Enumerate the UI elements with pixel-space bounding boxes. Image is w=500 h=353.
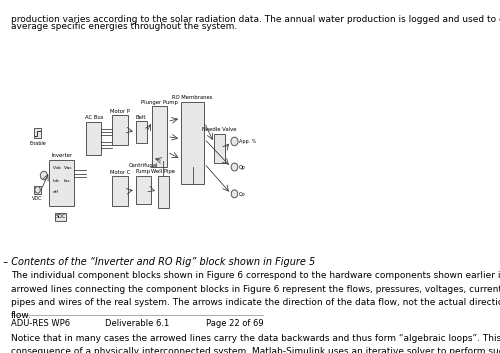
Bar [136, 175, 151, 204]
Bar [158, 175, 168, 208]
Text: Enable: Enable [29, 142, 46, 146]
Text: Plunger Pump: Plunger Pump [142, 100, 178, 104]
Bar [86, 122, 102, 155]
Text: AC Bus: AC Bus [84, 115, 103, 120]
Bar [136, 121, 146, 143]
Text: Centrifugal
Pump: Centrifugal Pump [128, 163, 158, 174]
Text: flow.: flow. [11, 311, 32, 320]
Text: VDC: VDC [32, 196, 43, 202]
Text: Page 22 of 69: Page 22 of 69 [206, 319, 264, 328]
Bar [112, 176, 128, 206]
Bar [34, 128, 41, 138]
Text: Inverter: Inverter [51, 153, 72, 158]
Circle shape [40, 171, 48, 180]
Text: App. %: App. % [240, 139, 256, 144]
Text: Needle Valve: Needle Valve [202, 127, 236, 132]
Text: pipes and wires of the real system. The arrows indicate the direction of the dat: pipes and wires of the real system. The … [11, 298, 500, 307]
Text: arrowed lines connecting the component blocks in Figure 6 represent the flows, p: arrowed lines connecting the component b… [11, 285, 500, 294]
Bar [214, 134, 225, 163]
Text: eff: eff [52, 190, 59, 194]
Text: Qo: Qo [239, 191, 246, 196]
Text: Motor P: Motor P [110, 109, 130, 114]
Bar [55, 213, 66, 221]
Text: Belt: Belt [136, 115, 146, 120]
Text: Idc   Iac: Idc Iac [52, 179, 70, 183]
Text: SOC: SOC [55, 214, 66, 219]
Text: Figure 6 – Contents of the “Inverter and RO Rig” block shown in Figure 5: Figure 6 – Contents of the “Inverter and… [0, 257, 315, 267]
Bar [181, 102, 204, 184]
Text: Deliverable 6.1: Deliverable 6.1 [105, 319, 170, 328]
Bar [34, 186, 41, 194]
Text: consequence of a physically interconnected system. Matlab-Simulink uses an itera: consequence of a physically interconnect… [11, 347, 500, 353]
Circle shape [35, 187, 40, 193]
Text: production varies according to the solar radiation data. The annual water produc: production varies according to the solar… [11, 15, 500, 24]
Circle shape [231, 190, 238, 198]
Bar [112, 115, 128, 145]
Text: Qp: Qp [239, 164, 246, 169]
Bar [152, 106, 168, 167]
Text: The individual component blocks shown in Figure 6 correspond to the hardware com: The individual component blocks shown in… [11, 271, 500, 281]
Text: average specific energies throughout the system.: average specific energies throughout the… [11, 22, 237, 31]
Text: Well Pipe: Well Pipe [151, 169, 175, 174]
Text: RO Membranes: RO Membranes [172, 95, 213, 100]
Text: Notice that in many cases the arrowed lines carry the data backwards and thus fo: Notice that in many cases the arrowed li… [11, 334, 500, 343]
Text: Vdc  Vac: Vdc Vac [52, 166, 72, 170]
Circle shape [231, 163, 238, 171]
Text: Motor C: Motor C [110, 170, 130, 175]
Bar [50, 160, 74, 206]
Circle shape [231, 137, 238, 146]
Text: ADU-RES WP6: ADU-RES WP6 [11, 319, 70, 328]
